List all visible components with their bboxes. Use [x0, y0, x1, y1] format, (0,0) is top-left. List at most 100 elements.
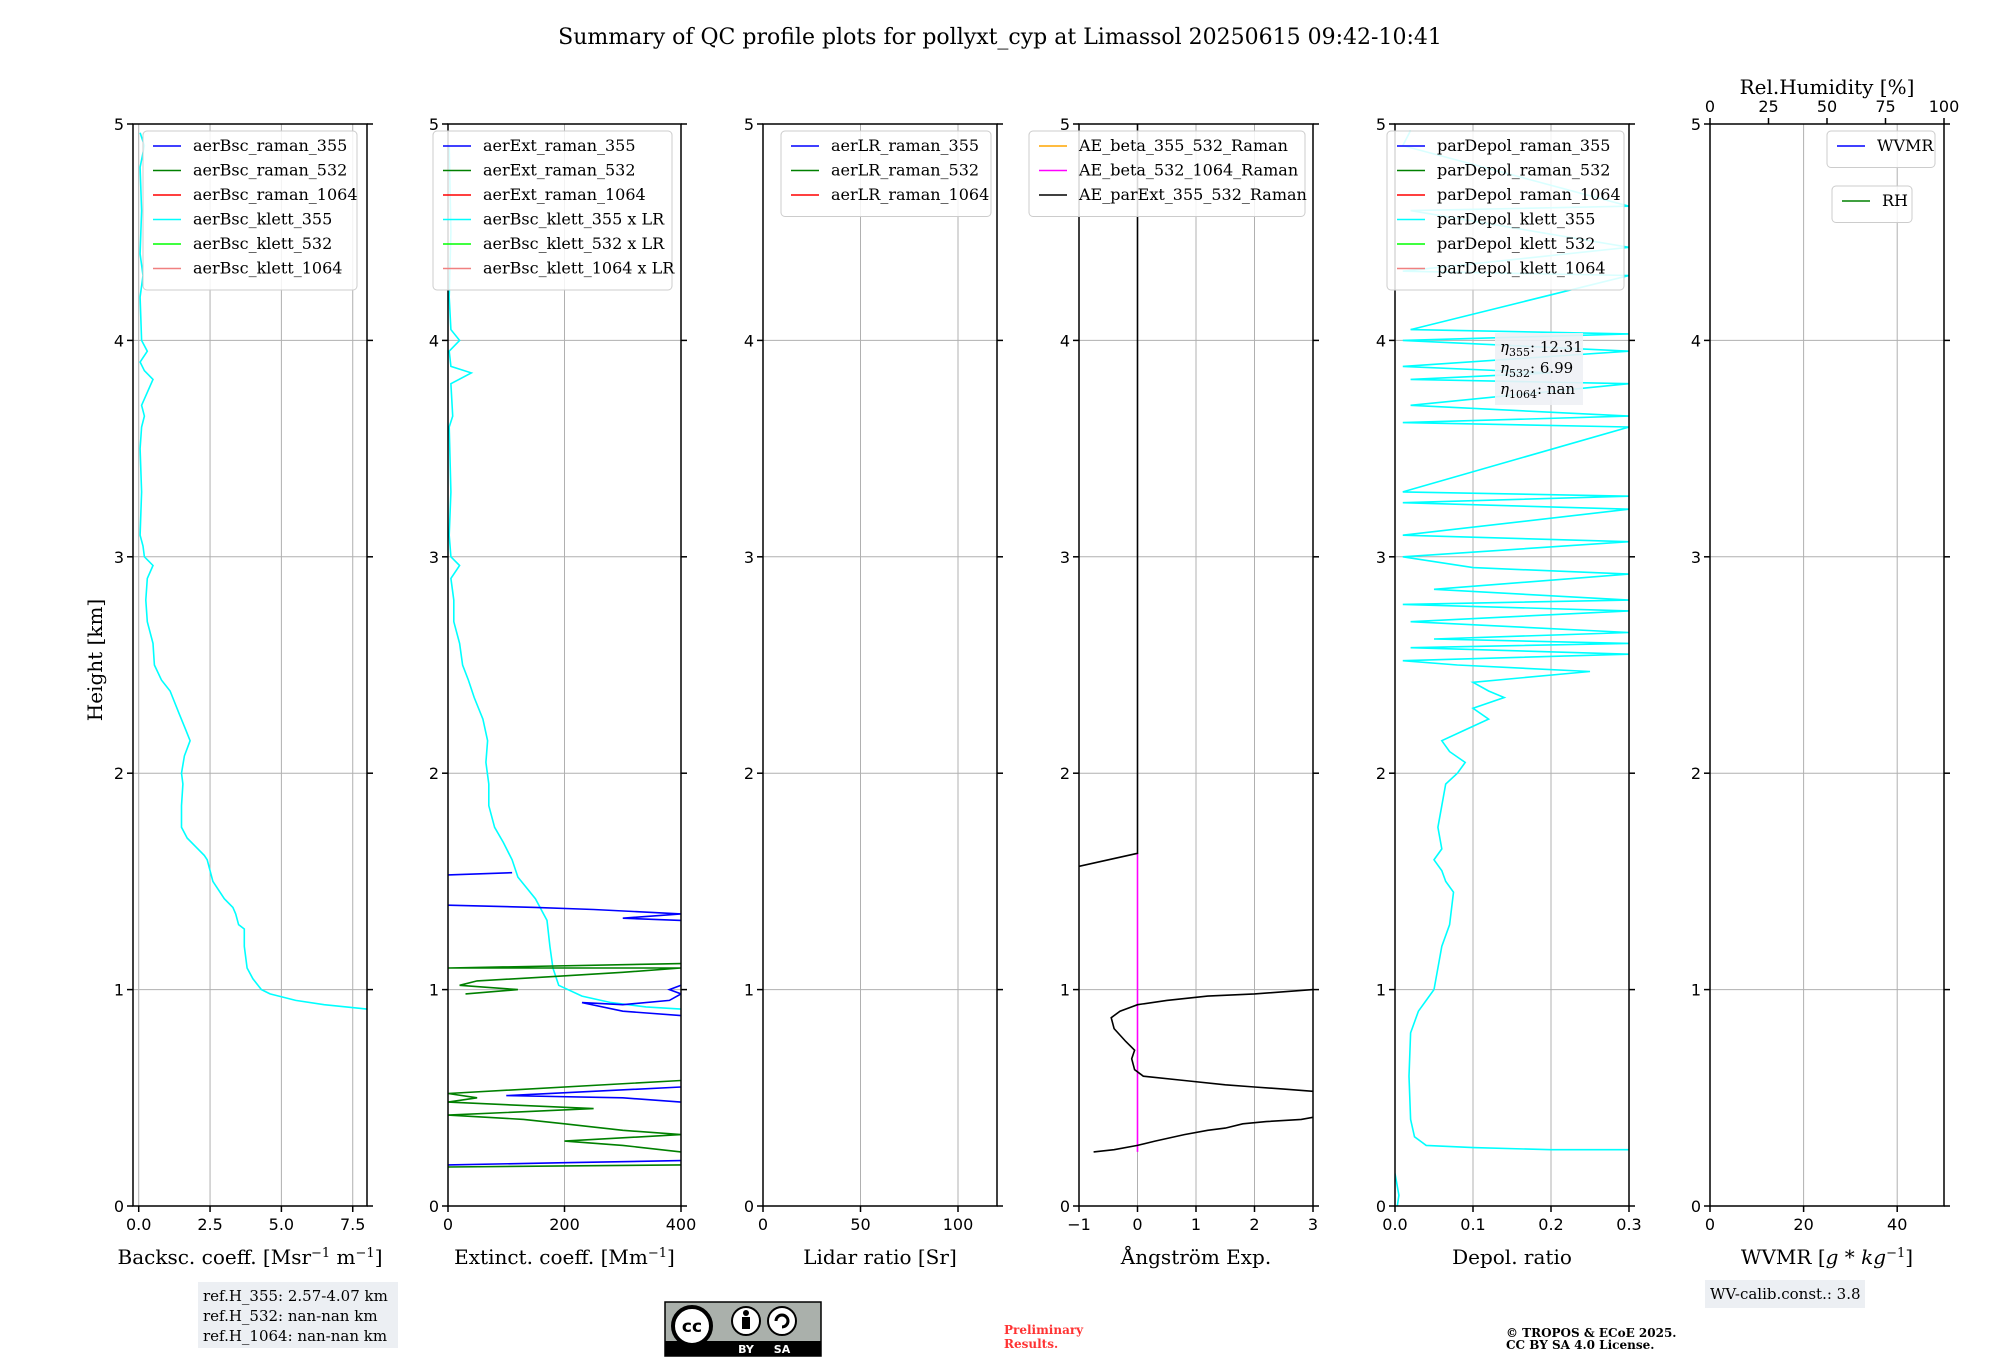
x-tick-label: 40	[1887, 1215, 1907, 1234]
legend-label: aerBsc_klett_355 x LR	[483, 210, 665, 229]
legend-legend: aerBsc_raman_355 aerBsc_raman_532 aerBsc_r…	[142, 130, 358, 291]
y-tick-label: 1	[114, 981, 124, 1000]
y-tick-label: 2	[1376, 764, 1386, 783]
sa-share-icon	[767, 1306, 797, 1336]
legend-box	[1826, 130, 1936, 168]
top-x-tick-label: 0	[1705, 97, 1715, 116]
cc-license-badge: cc BY SA	[664, 1301, 822, 1357]
x-tick-label: 3	[1308, 1215, 1318, 1234]
series-line-AE_parExt_355_532_Raman	[1079, 124, 1313, 1153]
y-tick-label: 3	[114, 548, 124, 567]
x-tick-label: 0.0	[1382, 1215, 1407, 1234]
x-tick-label: 400	[666, 1215, 697, 1234]
legend-label: aerExt_raman_532	[483, 161, 636, 180]
series-line-aerExt_raman_532	[448, 962, 681, 1168]
x-tick-label: 0.2	[1538, 1215, 1563, 1234]
legend-label: parDepol_raman_355	[1437, 136, 1610, 155]
x-tick-label: 1	[1191, 1215, 1201, 1234]
legend-label: aerBsc_raman_355	[193, 136, 347, 155]
x-tick-label: 200	[549, 1215, 580, 1234]
y-tick-label: 1	[744, 981, 754, 1000]
ref-heights-box: ref.H_355: 2.57-4.07 km ref.H_532: nan-na…	[198, 1282, 398, 1348]
legend-box	[1831, 185, 1913, 223]
y-tick-label: 2	[1691, 764, 1701, 783]
legend-label: aerLR_raman_1064	[831, 185, 989, 204]
x-tick-label: 7.5	[340, 1215, 365, 1234]
x-axis-label-part: ]	[1905, 1245, 1913, 1269]
cc-by-label: BY	[738, 1343, 755, 1356]
series-line-aerExt_raman_355	[448, 871, 681, 1166]
legend-label: aerLR_raman_532	[831, 161, 979, 180]
y-tick-label: 2	[1060, 764, 1070, 783]
license-line2: CC BY SA 4.0 License.	[1506, 1338, 1654, 1352]
legend-label: parDepol_klett_532	[1437, 234, 1595, 253]
wv-calib-text: WV-calib.const.: 3.8	[1710, 1285, 1861, 1303]
legend-label: aerExt_raman_355	[483, 136, 636, 155]
y-tick-label: 1	[429, 981, 439, 1000]
x-axis-label-part: Depol. ratio	[1452, 1245, 1572, 1269]
y-tick-label: 5	[1691, 115, 1701, 134]
legend-label: aerBsc_raman_1064	[193, 185, 358, 204]
top-axis-label: Rel.Humidity [%]	[1740, 75, 1915, 99]
legend-label: aerBsc_raman_532	[193, 161, 347, 180]
y-tick-label: 2	[429, 764, 439, 783]
y-tick-label: 0	[429, 1197, 439, 1216]
chart-panel-ext: 0 200 400 0 1 2 3 4 5 Extinct. coeff. [Mm−1] aerEx…	[429, 115, 696, 1269]
x-axis-label: Extinct. coeff. [Mm−1]	[454, 1245, 675, 1269]
ref-height-line: ref.H_532: nan-nan km	[203, 1307, 378, 1325]
wv-calib-box: WV-calib.const.: 3.8	[1705, 1280, 1865, 1308]
series-group	[1395, 130, 1629, 1206]
x-axis-label-part: WVMR [	[1741, 1245, 1826, 1269]
y-tick-label: 1	[1060, 981, 1070, 1000]
legend-label: parDepol_raman_532	[1437, 161, 1610, 180]
series-group	[448, 145, 681, 1168]
y-tick-label: 5	[1376, 115, 1386, 134]
chart-panel-bsc: 0.0 2.5 5.0 7.5 0 1 2 3 4 5 Backsc. coeff. [Msr−1 …	[114, 115, 383, 1269]
y-tick-label: 2	[744, 764, 754, 783]
series-line-aerBsc_klett_355	[139, 132, 367, 1010]
legend-label: AE_parExt_355_532_Raman	[1078, 185, 1307, 204]
cc-label: cc	[682, 1317, 702, 1337]
x-tick-label: 0	[1132, 1215, 1142, 1234]
y-tick-label: 0	[114, 1197, 124, 1216]
y-tick-label: 3	[1376, 548, 1386, 567]
x-tick-label: 50	[850, 1215, 870, 1234]
series-group	[1079, 124, 1313, 1153]
eta-line: η1064: nan	[1500, 380, 1575, 401]
legend-label: aerExt_raman_1064	[483, 185, 646, 204]
x-axis-label-part: g * kg	[1826, 1245, 1886, 1269]
series-group	[139, 132, 367, 1010]
cc-sa-label: SA	[774, 1343, 791, 1356]
legend-label: aerBsc_klett_355	[193, 210, 332, 229]
x-axis-label-part: Lidar ratio [Sr]	[803, 1245, 957, 1269]
x-axis-label-part: m	[330, 1245, 355, 1269]
y-tick-label: 4	[1060, 331, 1070, 350]
y-tick-label: 5	[1060, 115, 1070, 134]
y-tick-label: 4	[1691, 331, 1701, 350]
chart-panel-lr: 0 50 100 0 1 2 3 4 5 Lidar ratio [Sr] aerLR_raman_…	[744, 115, 1003, 1269]
legend-label: aerBsc_klett_532	[193, 234, 332, 253]
y-tick-label: 0	[1376, 1197, 1386, 1216]
legend-legend: parDepol_raman_355 parDepol_raman_532 parD…	[1386, 130, 1625, 291]
x-tick-label: 2.5	[197, 1215, 222, 1234]
y-tick-label: 0	[744, 1197, 754, 1216]
legend-label: aerLR_raman_355	[831, 136, 979, 155]
legend-box	[432, 130, 673, 291]
x-axis-label: Backsc. coeff. [Msr−1 m−1]	[118, 1245, 383, 1269]
preliminary-line1: Preliminary	[1004, 1323, 1084, 1337]
legend-label: aerBsc_klett_532 x LR	[483, 234, 665, 253]
legend-box	[142, 130, 358, 291]
y-tick-label: 5	[114, 115, 124, 134]
figure-title: Summary of QC profile plots for pollyxt_…	[558, 25, 1442, 50]
axes-frame	[1394, 123, 1630, 1207]
x-tick-label: 0	[1705, 1215, 1715, 1234]
x-axis-label-part: −1	[1886, 1246, 1905, 1261]
x-axis-label: WVMR [g * kg−1]	[1741, 1245, 1913, 1269]
x-tick-label: 5.0	[269, 1215, 294, 1234]
x-axis-label-part: ]	[667, 1245, 675, 1269]
legend-label: AE_beta_532_1064_Raman	[1078, 161, 1298, 180]
x-axis-label: Ångström Exp.	[1120, 1244, 1271, 1269]
y-tick-label: 2	[114, 764, 124, 783]
x-axis-label-part: Backsc. coeff. [Msr	[118, 1245, 312, 1269]
